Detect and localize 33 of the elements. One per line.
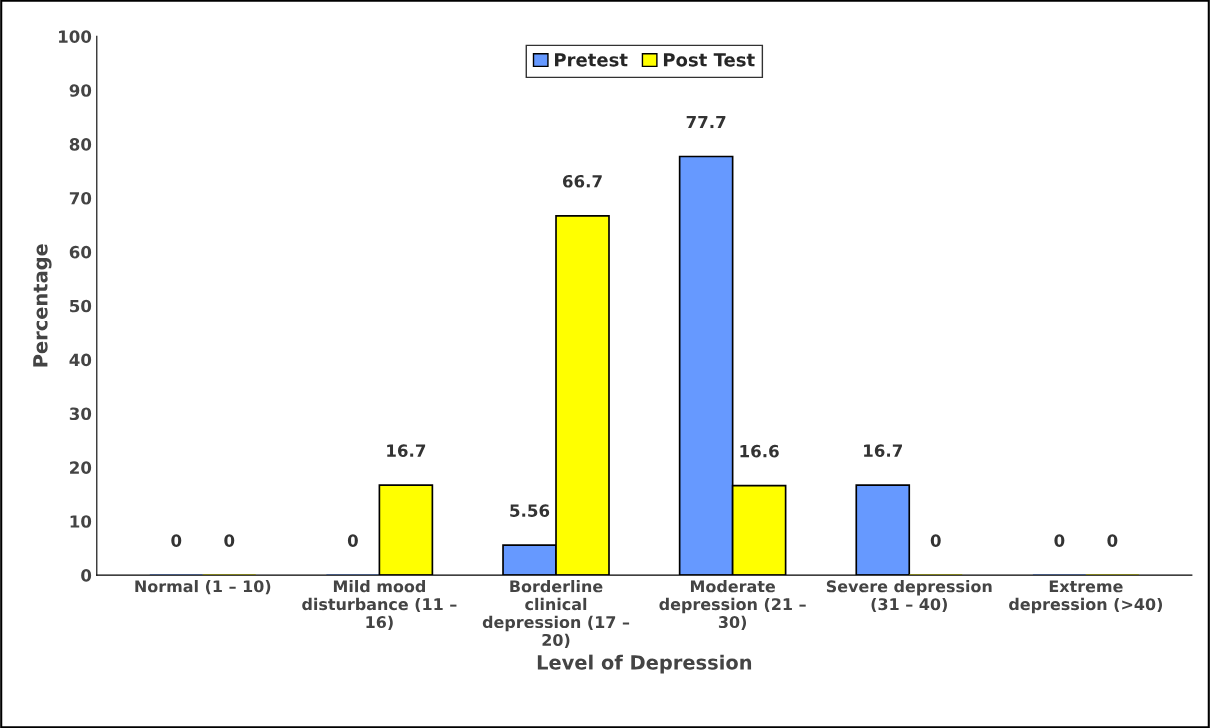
y-tick-label: 80 <box>69 138 92 151</box>
data-label: 0 <box>1107 534 1118 547</box>
data-label: 16.7 <box>387 444 426 457</box>
x-tick-label: Extreme depression (>40) <box>1009 580 1163 614</box>
data-label: 5.56 <box>510 504 550 517</box>
data-label: 16.7 <box>864 444 902 457</box>
y-tick-label: 90 <box>69 84 92 97</box>
x-tick-label: Moderate depression (21 – 30) <box>659 579 806 630</box>
x-tick-label: Normal (1 – 10) <box>135 579 271 595</box>
y-tick-label: 60 <box>69 245 92 259</box>
data-label: 77.7 <box>686 115 726 129</box>
y-tick-label: 0 <box>81 569 92 582</box>
y-axis-title: Percentage <box>33 244 52 367</box>
y-tick-label: 50 <box>70 299 92 313</box>
data-label: 16.6 <box>740 444 779 458</box>
y-tick-label: 100 <box>59 30 92 43</box>
data-label: 0 <box>1054 534 1065 547</box>
y-tick-label: 10 <box>70 515 92 528</box>
data-label: 0 <box>224 534 235 547</box>
x-tick-label: Mild mood disturbance (11 – 16) <box>302 579 457 630</box>
y-tick-label: 20 <box>70 461 92 474</box>
y-tick-label: 70 <box>69 191 92 205</box>
data-label: 0 <box>930 534 941 547</box>
x-tick-label: Severe depression (31 – 40) <box>826 579 992 613</box>
data-label: 66.7 <box>562 174 602 188</box>
x-tick-label: Borderline clinical depression (17 – 20) <box>482 579 630 648</box>
data-label: 0 <box>347 534 358 547</box>
data-label: 0 <box>171 534 182 547</box>
legend-label: Pretest <box>555 53 628 67</box>
y-tick-label: 40 <box>69 353 92 367</box>
x-axis-title: Level of Depression <box>537 654 752 674</box>
legend-label: Post Test <box>663 53 755 67</box>
y-tick-label: 30 <box>69 407 92 421</box>
